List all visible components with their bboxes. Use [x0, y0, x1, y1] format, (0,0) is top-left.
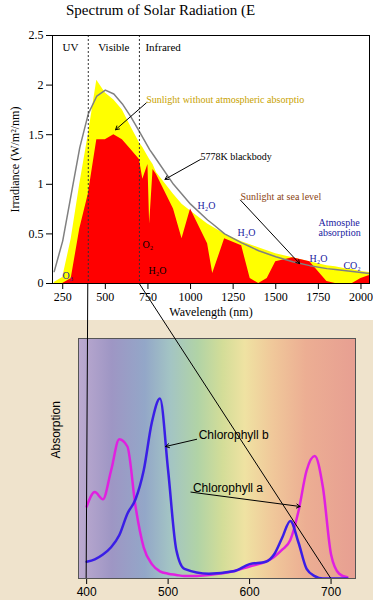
svg-text:750: 750 — [139, 290, 157, 304]
svg-text:1000: 1000 — [179, 290, 203, 304]
svg-text:CO₂: CO₂ — [343, 260, 360, 271]
svg-text:Chlorophyll b: Chlorophyll b — [199, 428, 269, 442]
svg-text:1750: 1750 — [306, 290, 330, 304]
svg-text:H₂O: H₂O — [148, 265, 166, 276]
svg-text:700: 700 — [321, 585, 341, 599]
svg-text:2000: 2000 — [349, 290, 373, 304]
svg-text:2.5: 2.5 — [29, 28, 44, 42]
svg-text:0.5: 0.5 — [29, 227, 44, 241]
svg-text:500: 500 — [158, 585, 178, 599]
svg-text:H₂O: H₂O — [198, 200, 216, 211]
svg-text:2: 2 — [38, 78, 44, 92]
svg-text:Sunlight without atmospheric a: Sunlight without atmospheric absorptio — [146, 94, 304, 105]
svg-text:Visible: Visible — [98, 41, 129, 53]
svg-text:250: 250 — [54, 290, 72, 304]
svg-text:UV: UV — [62, 41, 78, 53]
svg-text:Infrared: Infrared — [145, 41, 181, 53]
svg-text:H₂O: H₂O — [238, 227, 256, 238]
svg-text:1250: 1250 — [221, 290, 245, 304]
html-text:Spectrum of Solar Radiation (E: Spectrum of Solar Radiation (E — [66, 2, 256, 18]
svg-text:Wavelength (nm): Wavelength (nm) — [169, 305, 252, 319]
svg-text:1: 1 — [38, 177, 44, 191]
svg-text:Chlorophyll a: Chlorophyll a — [193, 481, 263, 495]
svg-text:500: 500 — [96, 290, 114, 304]
svg-text:Sunlight at sea level: Sunlight at sea level — [240, 191, 321, 202]
svg-text:1500: 1500 — [264, 290, 288, 304]
svg-text:400: 400 — [77, 585, 97, 599]
svg-text:600: 600 — [240, 585, 260, 599]
svg-text:O₂: O₂ — [142, 239, 153, 250]
svg-text:5778K blackbody: 5778K blackbody — [200, 151, 271, 162]
svg-text:1.5: 1.5 — [29, 128, 44, 142]
svg-text:0: 0 — [38, 276, 44, 290]
svg-text:Irradiance (W/m²/nm): Irradiance (W/m²/nm) — [8, 107, 22, 213]
svg-text:O₃: O₃ — [63, 270, 74, 281]
svg-text:Atmospheabsorption: Atmospheabsorption — [319, 217, 361, 238]
svg-text:H₂O: H₂O — [310, 253, 328, 264]
svg-text:Absorption: Absorption — [49, 401, 63, 458]
